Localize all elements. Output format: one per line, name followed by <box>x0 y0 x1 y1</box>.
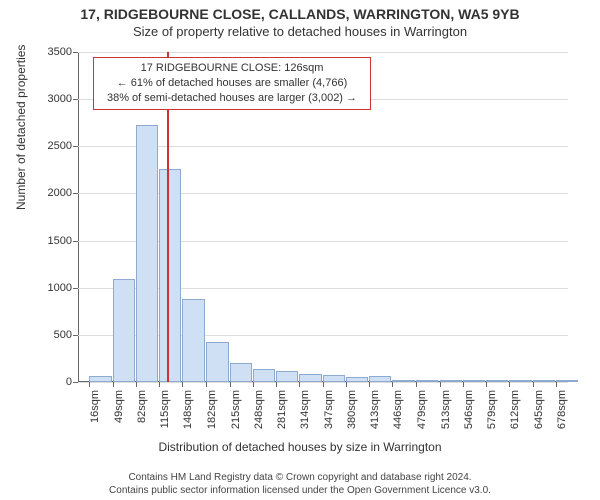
histogram-bar <box>182 299 204 382</box>
x-tick-mark <box>416 382 417 387</box>
histogram-bar <box>159 169 181 382</box>
x-tick-label: 182sqm <box>206 390 218 429</box>
histogram-bar <box>206 342 228 382</box>
x-tick-mark <box>89 382 90 387</box>
x-tick-label: 612sqm <box>509 390 521 429</box>
y-tick-label: 1000 <box>48 282 78 294</box>
x-tick-label: 678sqm <box>556 390 568 429</box>
x-tick-mark <box>509 382 510 387</box>
plot-region: 050010001500200025003000350016sqm49sqm82… <box>78 52 568 382</box>
histogram-bar <box>533 380 555 382</box>
x-tick-mark <box>230 382 231 387</box>
x-tick-mark <box>533 382 534 387</box>
x-tick-label: 513sqm <box>440 390 452 429</box>
y-tick-label: 1500 <box>48 235 78 247</box>
x-tick-mark <box>392 382 393 387</box>
page-subtitle: Size of property relative to detached ho… <box>0 22 600 39</box>
page-title: 17, RIDGEBOURNE CLOSE, CALLANDS, WARRING… <box>0 0 600 22</box>
x-tick-mark <box>346 382 347 387</box>
x-tick-mark <box>556 382 557 387</box>
x-tick-label: 347sqm <box>323 390 335 429</box>
histogram-bar <box>486 380 508 382</box>
x-tick-mark <box>276 382 277 387</box>
x-tick-label: 215sqm <box>230 390 242 429</box>
x-tick-label: 82sqm <box>136 390 148 423</box>
y-axis-label: Number of detached properties <box>14 45 28 210</box>
chart-container: 17, RIDGEBOURNE CLOSE, CALLANDS, WARRING… <box>0 0 600 500</box>
histogram-bar <box>346 377 368 382</box>
x-tick-label: 314sqm <box>299 390 311 429</box>
chart-area: 050010001500200025003000350016sqm49sqm82… <box>78 52 568 382</box>
y-tick-label: 500 <box>54 329 78 341</box>
x-tick-label: 115sqm <box>159 390 171 428</box>
y-axis-line <box>78 52 79 382</box>
footer: Contains HM Land Registry data © Crown c… <box>0 471 600 497</box>
histogram-bar <box>113 279 135 382</box>
gridline <box>78 52 568 53</box>
histogram-bar <box>463 380 485 382</box>
x-tick-label: 446sqm <box>392 390 404 429</box>
x-tick-mark <box>369 382 370 387</box>
x-tick-mark <box>159 382 160 387</box>
histogram-bar <box>276 371 298 382</box>
footer-line-1: Contains HM Land Registry data © Crown c… <box>0 471 600 484</box>
annotation-line-1: 17 RIDGEBOURNE CLOSE: 126sqm <box>100 61 364 76</box>
histogram-bar <box>299 374 321 382</box>
y-tick-label: 3000 <box>48 93 78 105</box>
histogram-bar <box>392 380 414 382</box>
histogram-bar <box>509 380 531 382</box>
x-tick-label: 281sqm <box>276 390 288 429</box>
x-tick-mark <box>440 382 441 387</box>
x-tick-mark <box>486 382 487 387</box>
x-tick-label: 546sqm <box>463 390 475 429</box>
histogram-bar <box>230 363 252 382</box>
x-tick-label: 148sqm <box>182 390 194 429</box>
x-tick-label: 16sqm <box>89 390 101 423</box>
footer-line-2: Contains public sector information licen… <box>0 484 600 497</box>
histogram-bar <box>369 376 391 382</box>
y-tick-label: 3500 <box>48 46 78 58</box>
x-tick-label: 579sqm <box>486 390 498 429</box>
x-tick-label: 645sqm <box>533 390 545 429</box>
histogram-bar <box>416 380 438 382</box>
histogram-bar <box>253 369 275 382</box>
x-tick-label: 380sqm <box>346 390 358 429</box>
x-tick-mark <box>182 382 183 387</box>
x-tick-label: 479sqm <box>416 390 428 429</box>
x-tick-mark <box>323 382 324 387</box>
x-tick-mark <box>206 382 207 387</box>
x-tick-mark <box>299 382 300 387</box>
y-tick-label: 2500 <box>48 140 78 152</box>
x-tick-label: 248sqm <box>253 390 265 429</box>
histogram-bar <box>323 375 345 382</box>
histogram-bar <box>440 380 462 382</box>
histogram-bar <box>136 125 158 382</box>
annotation-line-3: 38% of semi-detached houses are larger (… <box>100 91 364 106</box>
y-tick-label: 2000 <box>48 187 78 199</box>
annotation-box: 17 RIDGEBOURNE CLOSE: 126sqm← 61% of det… <box>93 57 371 110</box>
y-tick-label: 0 <box>66 376 78 388</box>
histogram-bar <box>89 376 111 382</box>
histogram-bar <box>556 380 578 382</box>
x-tick-label: 413sqm <box>369 390 381 429</box>
x-tick-mark <box>113 382 114 387</box>
annotation-line-2: ← 61% of detached houses are smaller (4,… <box>100 76 364 91</box>
x-tick-label: 49sqm <box>113 390 125 423</box>
x-axis-label: Distribution of detached houses by size … <box>0 440 600 454</box>
x-tick-mark <box>136 382 137 387</box>
x-tick-mark <box>253 382 254 387</box>
x-tick-mark <box>463 382 464 387</box>
